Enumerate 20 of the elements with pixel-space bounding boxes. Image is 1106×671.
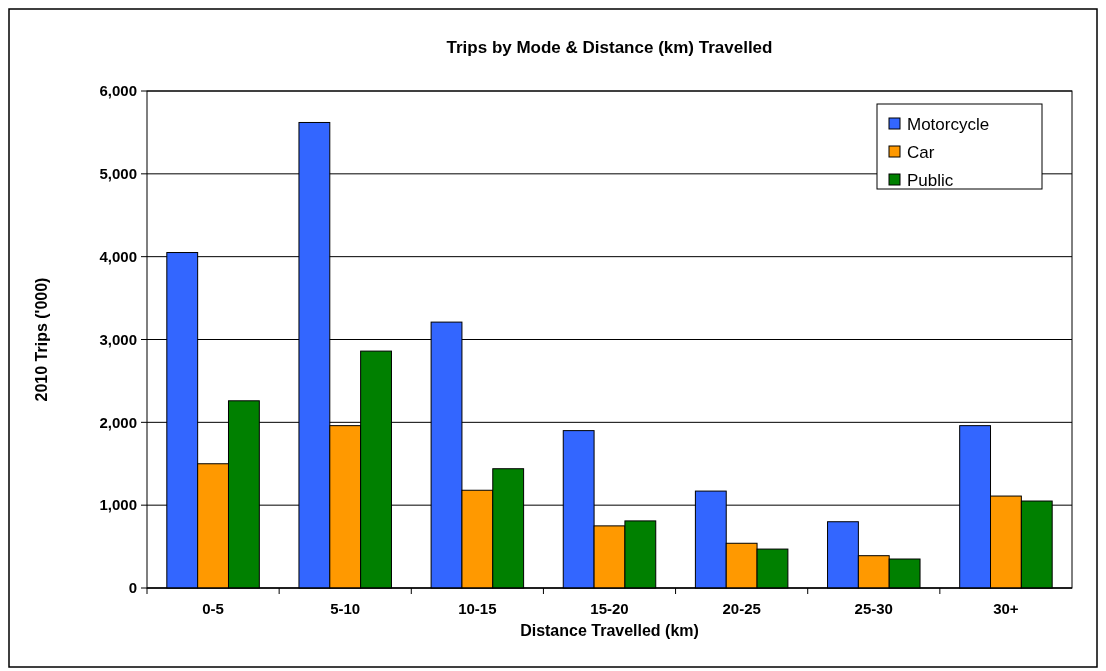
legend-label: Car [907, 142, 935, 162]
y-tick-label: 6,000 [99, 82, 137, 100]
y-tick-label: 3,000 [99, 330, 137, 348]
x-tick-label: 5-10 [330, 600, 361, 617]
x-tick-label: 25-30 [854, 600, 893, 617]
legend-label: Motorcycle [907, 114, 990, 134]
x-tick-label: 30+ [993, 600, 1019, 617]
x-axis-title: Distance Travelled (km) [520, 622, 699, 639]
x-tick-label: 10-15 [458, 600, 497, 617]
y-tick-label: 5,000 [99, 165, 137, 183]
y-tick-label: 0 [128, 579, 137, 597]
y-tick-label: 4,000 [99, 247, 137, 265]
y-tick-label: 2,000 [99, 413, 137, 431]
y-tick-label: 1,000 [99, 496, 137, 514]
chart-title: Trips by Mode & Distance (km) Travelled [446, 38, 773, 57]
legend-label: Public [907, 170, 954, 190]
x-tick-label: 15-20 [590, 600, 629, 617]
x-tick-label: 20-25 [722, 600, 761, 617]
x-tick-label: 0-5 [202, 600, 224, 617]
y-axis-title: 2010 Trips ('000) [33, 277, 50, 402]
